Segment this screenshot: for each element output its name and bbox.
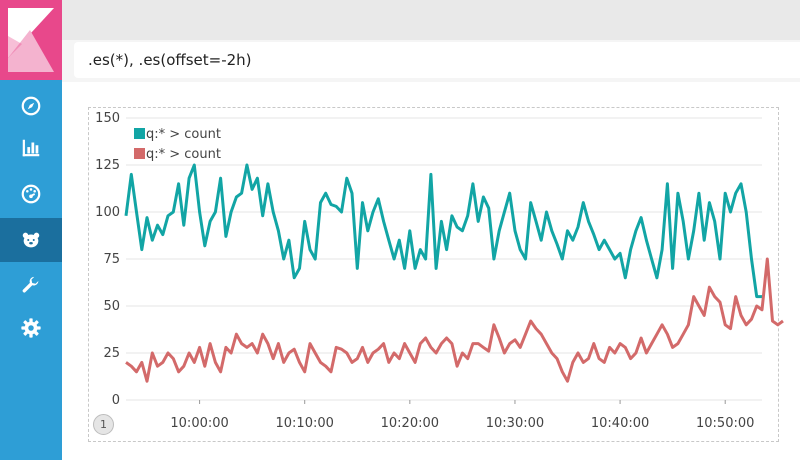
y-tick-label: 100 [95,205,120,220]
bar-chart-icon [22,139,40,157]
y-tick-label: 0 [112,393,120,408]
y-tick-label: 75 [103,252,120,267]
sidebar-item-discover[interactable] [0,84,62,128]
y-axis-ticks: 0 25 50 75 100 125 150 [95,111,120,408]
wrench-icon [22,276,39,293]
legend-label-1[interactable]: q:* > count [146,127,221,142]
sidebar-item-dashboard[interactable] [0,172,62,216]
y-tick-label: 150 [95,111,120,126]
compass-icon [21,96,41,116]
chart-series [124,163,784,383]
expression-input[interactable] [74,42,800,78]
x-tick-label: 10:00:00 [170,416,228,431]
chart-legend: q:* > count q:* > count [134,127,221,162]
legend-swatch-1 [134,128,145,139]
panel-number-badge[interactable]: 1 [93,414,114,435]
sidebar-item-dev-tools[interactable] [0,264,62,308]
sidebar-item-visualize[interactable] [0,126,62,170]
x-tick-label: 10:50:00 [696,416,754,431]
dashboard-gauge-icon [21,184,41,204]
top-navbar [62,0,800,40]
bear-icon [22,232,40,248]
x-tick-label: 10:20:00 [381,416,439,431]
sidebar-item-timelion[interactable] [0,218,62,262]
x-tick-label: 10:40:00 [591,416,649,431]
chart-panel [88,107,779,442]
legend-swatch-2 [134,148,145,159]
chart-grid [126,117,762,401]
legend-label-2[interactable]: q:* > count [146,147,221,162]
x-tick-label: 10:30:00 [486,416,544,431]
series-line-1 [124,163,762,299]
x-tick-label: 10:10:00 [276,416,334,431]
kibana-logo[interactable] [0,0,62,80]
sidebar [0,0,62,460]
sidebar-item-management[interactable] [0,306,62,350]
gear-icon [21,318,41,338]
series-line-2 [125,257,784,383]
y-tick-label: 50 [103,299,120,314]
timeseries-chart: 0 25 50 75 100 125 150 10:00:00 10:10:00 10:20:0… [95,111,784,431]
query-bar [62,40,800,82]
x-axis-ticks: 10:00:00 10:10:00 10:20:00 10:30:00 10:40:00… [170,400,754,431]
y-tick-label: 125 [95,158,120,173]
y-tick-label: 25 [103,346,120,361]
kibana-logo-icon [0,0,62,80]
